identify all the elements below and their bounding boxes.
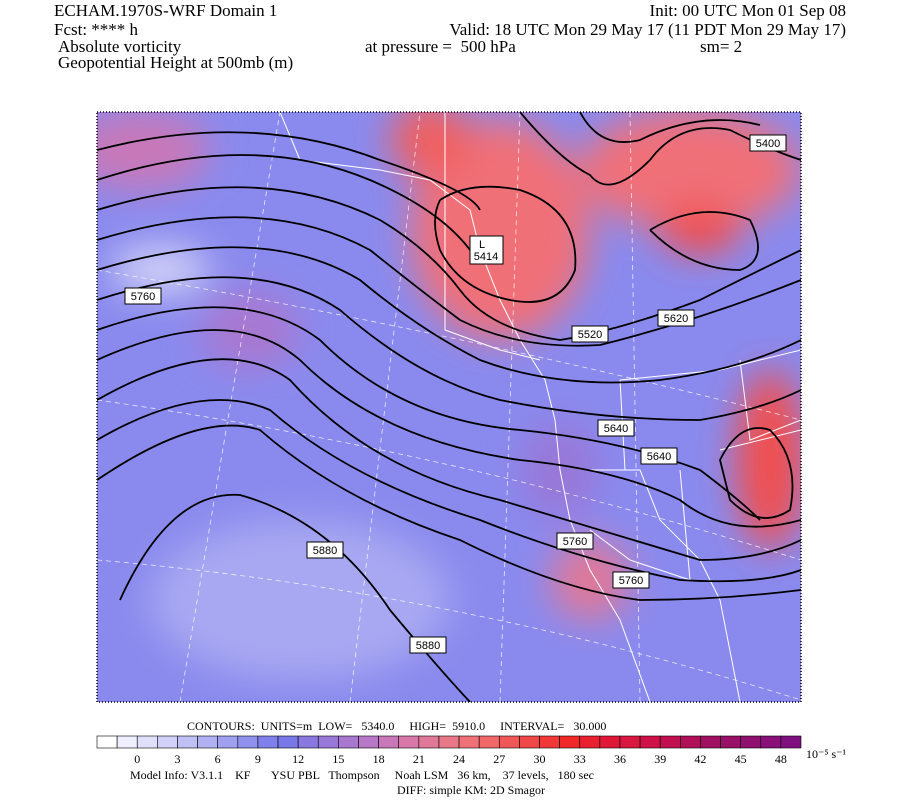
low-value: 5414 — [474, 251, 498, 263]
color-swatch — [720, 735, 741, 749]
color-swatch — [378, 735, 400, 749]
color-swatch — [116, 735, 138, 749]
colorbar-tick-label: 18 — [373, 752, 385, 766]
color-swatch — [297, 735, 319, 749]
map: 5400 5620 5520 5760 5640 5640 5880 5760 … — [97, 112, 801, 702]
init-time: Init: 00 UTC Mon 01 Sep 08 — [650, 1, 846, 20]
contour-label: 5760 — [563, 536, 587, 548]
contour-info: CONTOURS: UNITS=m LOW= 5340.0 HIGH= 5910… — [187, 719, 606, 733]
colorbar-unit: 10⁻⁵ s⁻¹ — [806, 747, 847, 761]
map-frame — [96, 111, 802, 703]
color-swatch — [740, 735, 762, 749]
colorbar-tick-label: 45 — [735, 752, 747, 766]
color-swatch — [579, 735, 601, 749]
model-info: Model Info: V3.1.1 KF YSU PBL Thompson N… — [130, 768, 594, 782]
contour-label-boxes — [124, 134, 787, 654]
colorbar-tick-label: 9 — [255, 752, 261, 766]
color-swatch — [639, 735, 661, 749]
color-swatch — [519, 735, 540, 749]
color-swatch — [700, 735, 721, 749]
color-swatch — [96, 735, 118, 749]
colorbar-tick-label: 0 — [134, 752, 140, 766]
colorbar-tick-label: 36 — [614, 752, 626, 766]
colorbar-tick-label: 6 — [215, 752, 221, 766]
color-swatch — [438, 735, 460, 749]
color-swatch — [760, 735, 782, 749]
contour-label: 5620 — [664, 313, 688, 325]
contour-label: 5760 — [131, 291, 155, 303]
color-swatch — [559, 735, 581, 749]
colorbar-tick-label: 33 — [574, 752, 586, 766]
color-swatch — [237, 735, 259, 749]
valid-time: Valid: 18 UTC Mon 29 May 17 (11 PDT Mon … — [449, 20, 846, 39]
color-swatch — [217, 735, 239, 749]
contour-field: Geopotential Height at 500mb (m) — [58, 53, 293, 72]
colorbar-tick-label: 12 — [292, 752, 304, 766]
color-swatch — [277, 735, 299, 749]
color-swatch — [680, 735, 701, 749]
color-swatch — [418, 735, 440, 749]
contour-label: 5880 — [313, 545, 337, 557]
color-swatch — [458, 735, 480, 749]
color-swatch — [157, 735, 178, 749]
color-swatch — [780, 735, 802, 749]
colorbar-tick-label: 39 — [654, 752, 666, 766]
color-swatch — [619, 735, 641, 749]
colorbar-tick-label: 3 — [174, 752, 180, 766]
color-swatch — [177, 735, 198, 749]
colorbar-tick-label: 24 — [453, 752, 465, 766]
color-swatch — [338, 735, 359, 749]
forecast-hour: Fcst: **** h — [54, 20, 139, 39]
colorbar-tick-label: 15 — [332, 752, 344, 766]
color-swatch — [358, 735, 379, 749]
colorbar: 0 3 6 9 12 15 18 21 24 27 30 33 36 39 42 45 48 — [96, 735, 802, 766]
color-swatch — [317, 735, 339, 749]
color-swatch — [498, 735, 520, 749]
color-swatch — [398, 735, 420, 749]
color-swatch — [599, 735, 621, 749]
low-symbol: L — [479, 239, 485, 251]
color-swatch — [478, 735, 500, 749]
title: ECHAM.1970S-WRF Domain 1 — [54, 1, 277, 20]
color-swatch — [136, 735, 158, 749]
contour-label: 5880 — [416, 640, 440, 652]
colorbar-tick-label: 42 — [694, 752, 706, 766]
field-name: Absolute vorticity — [58, 37, 182, 56]
colorbar-tick-label: 48 — [775, 752, 787, 766]
smoothing: sm= 2 — [700, 37, 742, 56]
colorbar-tick-label: 27 — [493, 752, 505, 766]
colorbar-tick-label: 21 — [413, 752, 425, 766]
color-swatch — [257, 735, 279, 749]
color-swatch — [659, 735, 681, 749]
contour-label: 5400 — [756, 138, 780, 150]
contour-label: 5640 — [647, 451, 671, 463]
pressure-level: at pressure = 500 hPa — [365, 37, 516, 56]
diff-info: DIFF: simple KM: 2D Smagor — [397, 783, 545, 797]
colorbar-tick-label: 30 — [534, 752, 546, 766]
color-swatch — [197, 735, 218, 749]
contour-label: 5760 — [619, 575, 643, 587]
contour-label: 5640 — [604, 423, 628, 435]
contour-label: 5520 — [578, 329, 602, 341]
color-swatch — [539, 735, 560, 749]
